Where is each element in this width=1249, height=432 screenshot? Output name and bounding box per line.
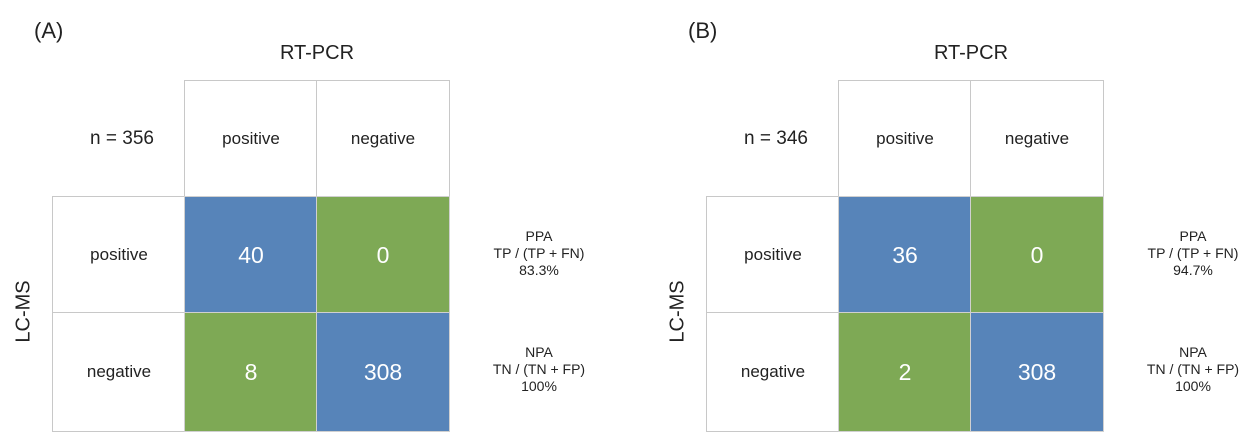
ppa-name: PPA (1179, 228, 1207, 244)
col-header-positive: positive (184, 80, 318, 198)
row-title: LC-MS (12, 279, 35, 343)
npa-value: 100% (521, 378, 557, 394)
col-header-negative: negative (316, 80, 450, 198)
npa-name: NPA (525, 344, 553, 360)
cell-true-positive: 36 (838, 196, 972, 314)
cell-false-positive: 0 (970, 196, 1104, 314)
cell-false-positive: 0 (316, 196, 450, 314)
npa-formula: TN / (TN + FP) (1146, 361, 1240, 377)
column-title: RT-PCR (933, 42, 1009, 64)
row-header-positive: positive (52, 196, 186, 314)
ppa-value: 83.3% (519, 262, 559, 278)
cell-true-negative: 308 (316, 312, 450, 432)
ppa-formula: TP / (TP + FN) (1147, 245, 1239, 261)
ppa-formula: TP / (TP + FN) (493, 245, 585, 261)
confusion-matrix-panel-b: (B) RT-PCR LC-MS n = 346 positive negati… (654, 0, 1249, 432)
ppa-metric: PPA TP / (TP + FN) 94.7% (1128, 228, 1249, 279)
column-title: RT-PCR (279, 42, 355, 64)
row-header-positive: positive (706, 196, 840, 314)
cell-false-negative: 8 (184, 312, 318, 432)
npa-metric: NPA TN / (TN + FP) 100% (474, 344, 604, 395)
panel-label: (A) (34, 18, 64, 43)
row-title: LC-MS (666, 279, 689, 343)
cell-false-negative: 2 (838, 312, 972, 432)
ppa-value: 94.7% (1173, 262, 1213, 278)
row-header-negative: negative (52, 312, 186, 432)
col-header-positive: positive (838, 80, 972, 198)
row-header-negative: negative (706, 312, 840, 432)
npa-name: NPA (1179, 344, 1207, 360)
npa-value: 100% (1175, 378, 1211, 394)
cell-true-negative: 308 (970, 312, 1104, 432)
panel-label: (B) (688, 18, 718, 43)
sample-size-label: n = 356 (90, 128, 154, 149)
ppa-name: PPA (525, 228, 553, 244)
npa-formula: TN / (TN + FP) (492, 361, 586, 377)
col-header-negative: negative (970, 80, 1104, 198)
ppa-metric: PPA TP / (TP + FN) 83.3% (474, 228, 604, 279)
cell-true-positive: 40 (184, 196, 318, 314)
sample-size-label: n = 346 (744, 128, 808, 149)
npa-metric: NPA TN / (TN + FP) 100% (1128, 344, 1249, 395)
confusion-matrix-panel-a: (A) RT-PCR LC-MS n = 356 positive negati… (0, 0, 600, 432)
